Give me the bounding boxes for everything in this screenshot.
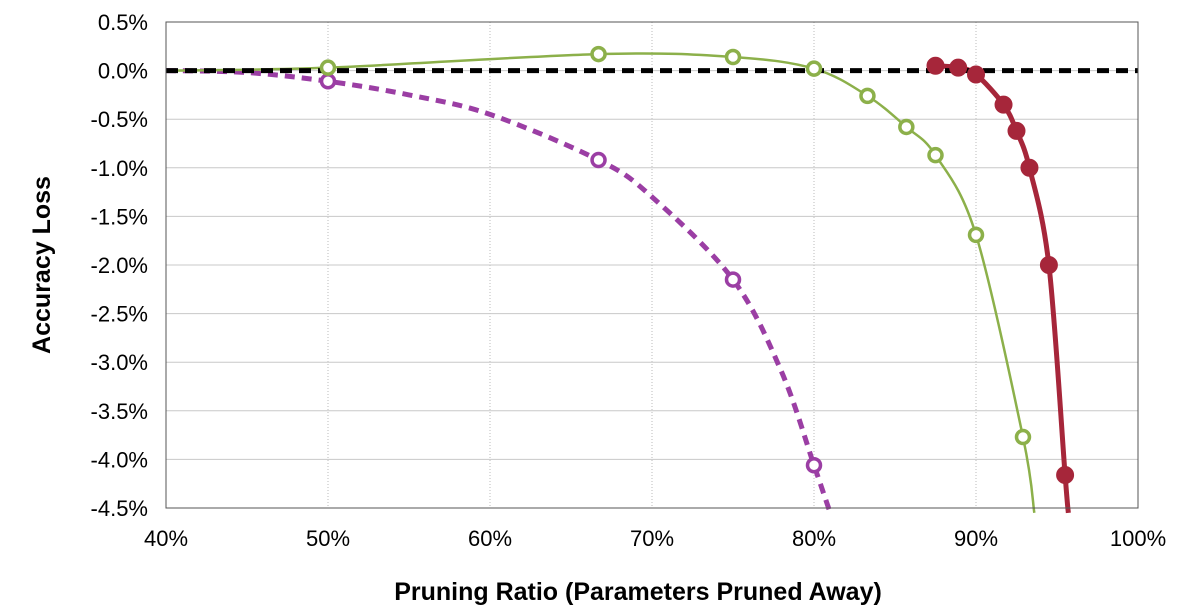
x-tick-label: 80% — [792, 526, 836, 551]
y-tick-label: -0.5% — [91, 107, 148, 132]
data-point-series-2 — [319, 59, 337, 76]
data-point-series-1 — [590, 151, 607, 169]
y-tick-label: -3.0% — [91, 350, 148, 375]
data-point-series-1 — [805, 456, 823, 474]
x-tick-label: 40% — [144, 526, 188, 551]
y-tick-label: -1.5% — [91, 204, 148, 229]
x-tick-label: 50% — [306, 526, 350, 551]
data-point-series-2 — [967, 226, 985, 244]
data-point-series-3 — [926, 56, 945, 75]
y-tick-label: 0.5% — [98, 10, 148, 35]
series-markers — [319, 45, 1075, 484]
data-point-series-3 — [994, 95, 1013, 114]
data-point-series-3 — [949, 58, 968, 77]
x-axis-ticks: 40% 50% 60% 70% 80% 90% 100% — [144, 526, 1166, 551]
data-point-series-2 — [724, 48, 742, 66]
x-tick-label: 90% — [954, 526, 998, 551]
series-group — [166, 52, 1071, 514]
y-tick-label: -4.0% — [91, 447, 148, 472]
x-tick-label: 100% — [1110, 526, 1166, 551]
plot-frame — [165, 21, 1139, 509]
data-point-series-3 — [967, 65, 985, 84]
grid — [166, 22, 1138, 508]
data-point-series-1 — [724, 271, 742, 288]
y-tick-label: -1.0% — [91, 156, 148, 181]
data-point-series-2 — [898, 118, 915, 136]
series-line-1 — [166, 68, 833, 514]
x-axis-title: Pruning Ratio (Parameters Pruned Away) — [394, 578, 882, 606]
y-tick-label: -4.5% — [91, 496, 148, 521]
data-point-series-2 — [859, 87, 876, 105]
y-axis-ticks: 0.5% 0.0% -0.5% -1.0% -1.5% -2.0% -2.5% -3.0% -3… — [91, 10, 148, 521]
data-point-series-2 — [1014, 428, 1032, 446]
data-point-series-3 — [1007, 121, 1026, 140]
data-point-series-1 — [319, 73, 337, 90]
data-point-series-2 — [590, 45, 607, 63]
series-line-2 — [166, 52, 1036, 514]
series-line-3 — [935, 63, 1071, 514]
data-point-series-2 — [805, 60, 823, 77]
data-point-series-3 — [1020, 158, 1039, 177]
series-curves — [166, 52, 1071, 514]
x-tick-label: 60% — [468, 526, 512, 551]
data-point-series-3 — [1056, 465, 1075, 484]
x-tick-label: 70% — [630, 526, 674, 551]
y-tick-label: 0.0% — [98, 59, 148, 84]
y-tick-label: -2.0% — [91, 253, 148, 278]
data-point-series-3 — [1039, 256, 1058, 274]
y-tick-label: -2.5% — [91, 302, 148, 327]
data-point-series-2 — [927, 146, 944, 164]
y-tick-label: -3.5% — [91, 399, 148, 424]
y-axis-title: Accuracy Loss — [28, 176, 56, 354]
